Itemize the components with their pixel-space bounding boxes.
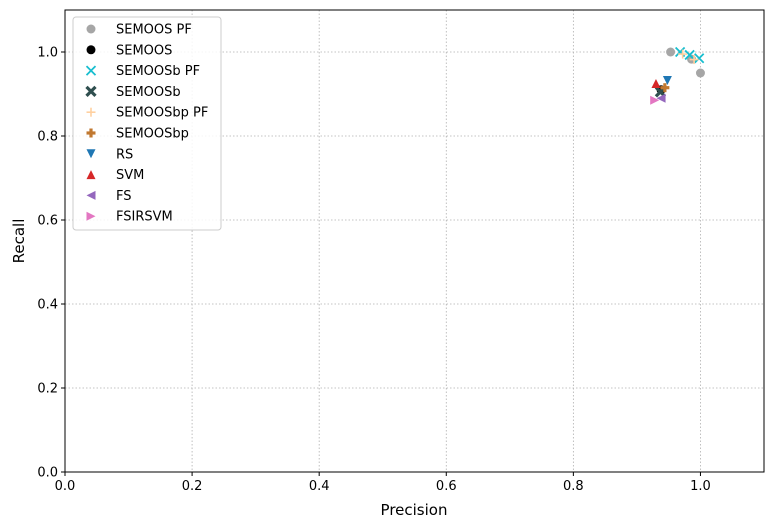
legend-label-semoosbp-pf: SEMOOSbp PF <box>116 106 208 121</box>
legend-label-semoosb: SEMOOSb <box>116 85 181 100</box>
legend-marker-fsirsvm <box>86 211 96 221</box>
legend-box <box>72 16 222 231</box>
y-tick-label: 0.2 <box>37 382 58 397</box>
legend-marker-semoosbp <box>86 128 96 138</box>
y-tick-label: 0.0 <box>37 466 58 481</box>
point-fsirsvm <box>650 95 660 105</box>
legend-label-rs: RS <box>116 147 133 162</box>
legend: SEMOOS PF SEMOOS SEMOOSb PF SEMOOSb SEMOOSbp… <box>72 16 222 231</box>
legend-label-svm: SVM <box>116 168 144 183</box>
y-tick-label: 0.8 <box>37 130 58 145</box>
x-tick-label: 0.6 <box>436 479 457 494</box>
legend-label-semoosb-pf: SEMOOSb PF <box>116 64 200 79</box>
point-rs <box>662 76 672 86</box>
point-semoosb-pf <box>684 49 695 61</box>
legend-marker-fs <box>86 190 96 200</box>
point-semoosb-pf <box>694 53 705 64</box>
legend-marker-semoosb <box>85 85 97 98</box>
legend-marker-semoosb-pf <box>85 65 97 76</box>
legend-label-semoos-pf: SEMOOS PF <box>116 23 192 38</box>
point-semoosbp-pf <box>678 49 688 59</box>
legend-label-semoos: SEMOOS <box>116 43 172 58</box>
point-semoosbp <box>660 83 670 93</box>
x-tick-label: 0.0 <box>55 479 76 494</box>
point-semoos-pf <box>666 47 676 57</box>
x-tick-label: 0.8 <box>563 479 584 494</box>
legend-label-fsirsvm: FSIRSVM <box>116 210 173 225</box>
y-axis-label: Recall <box>10 219 28 264</box>
legend-marker-semoosbp-pf <box>86 107 96 117</box>
x-tick-label: 1.0 <box>690 479 711 494</box>
legend-label-fs: FS <box>116 189 132 204</box>
legend-label-semoosbp: SEMOOSbp <box>116 127 189 142</box>
y-tick-label: 0.6 <box>37 214 58 229</box>
x-tick-label: 0.2 <box>182 479 203 494</box>
axis-ticks: 0.0 0.2 0.4 0.6 0.8 1.0 0.0 0.2 0.4 0.6 0.8 1.0 <box>37 46 710 495</box>
legend-marker-rs <box>86 149 96 159</box>
data-points <box>650 46 705 105</box>
legend-marker-semoos-pf <box>86 24 96 34</box>
legend-marker-svm <box>86 170 96 180</box>
point-semoos-pf <box>695 68 705 78</box>
y-tick-label: 0.4 <box>37 298 58 313</box>
legend-marker-semoos <box>86 45 96 55</box>
point-fs <box>656 93 666 103</box>
plot-frame <box>64 9 765 473</box>
point-svm <box>651 79 661 88</box>
point-semoosbp-pf <box>689 55 699 65</box>
x-axis-label: Precision <box>381 501 448 519</box>
x-tick-label: 0.4 <box>309 479 330 494</box>
y-tick-label: 1.0 <box>37 46 58 61</box>
